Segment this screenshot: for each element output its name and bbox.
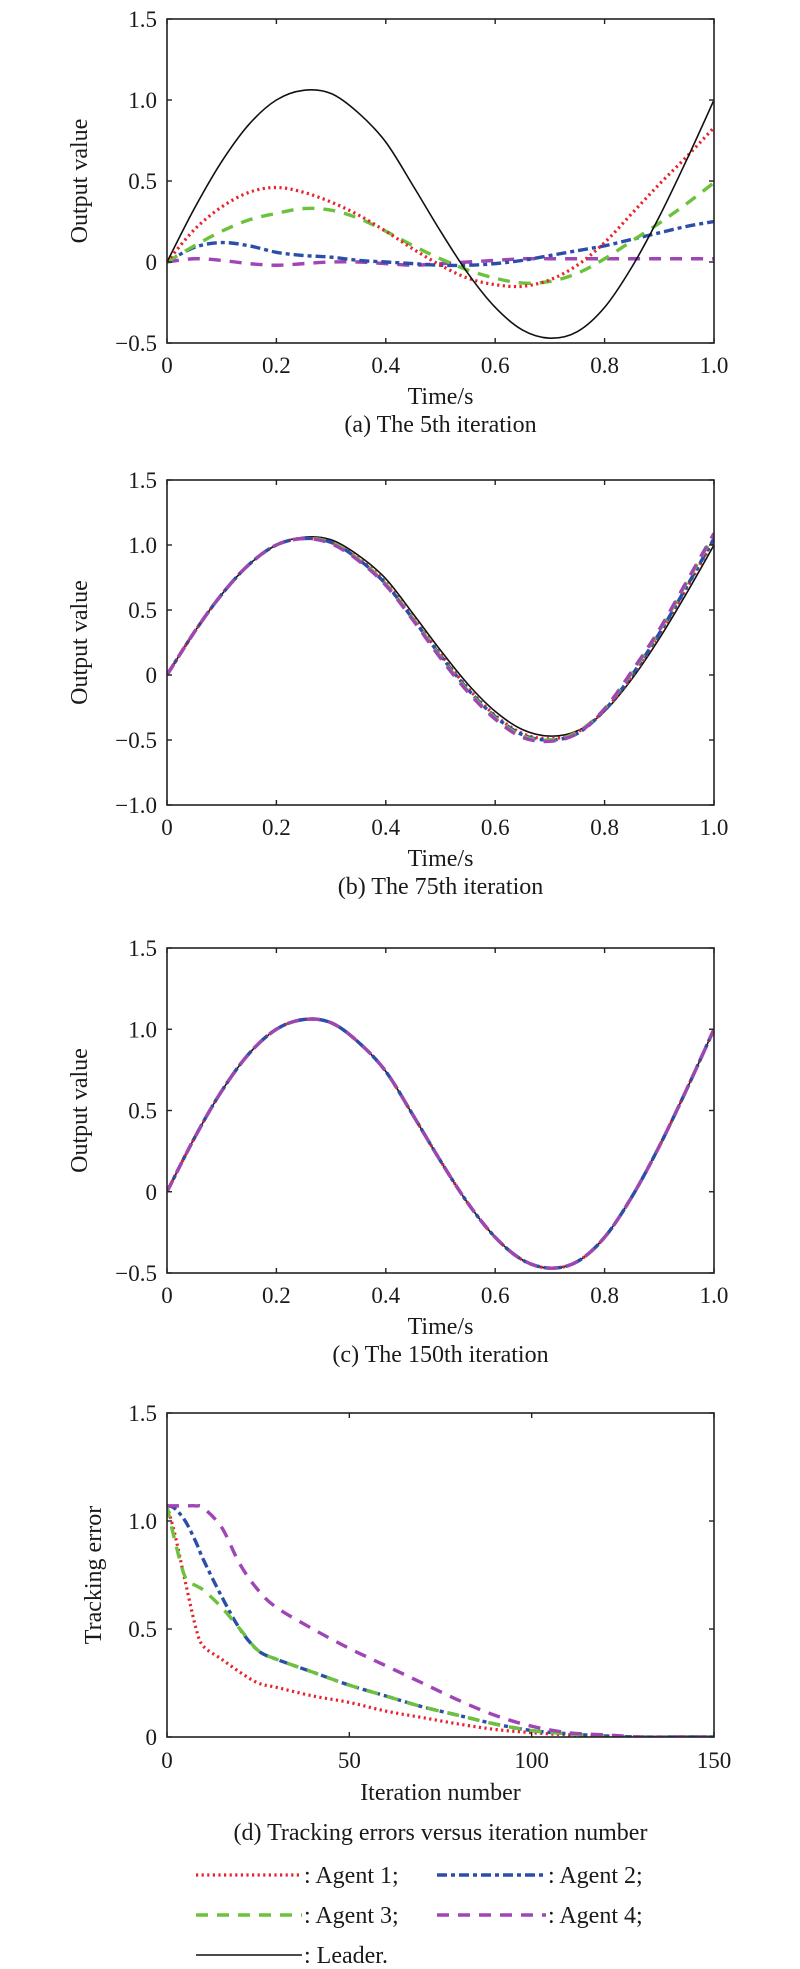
x-tick-label: 1.0 xyxy=(700,353,729,378)
series-group xyxy=(167,88,714,339)
y-tick-label: 0 xyxy=(146,1725,158,1750)
series-group xyxy=(167,1504,714,1737)
panel-caption: (a) The 5th iteration xyxy=(344,412,536,438)
chart-panel-c: 0 0.2 0.4 0.6 0.8 1.0−0.500.51.01.5Time/sOutp… xyxy=(67,936,728,1368)
x-axis-label: Time/s xyxy=(408,846,474,872)
y-axis-label: Output value xyxy=(67,119,93,244)
y-axis-label: Output value xyxy=(67,580,93,705)
y-tick-label: 1.5 xyxy=(128,936,157,961)
x-tick-label: 0.2 xyxy=(262,1283,291,1308)
x-tick-label: 0 xyxy=(161,815,173,840)
series-line-leader xyxy=(167,88,714,339)
y-tick-label: 1.0 xyxy=(128,1509,157,1534)
x-tick-label: 0 xyxy=(161,353,173,378)
legend-item-agent1: : Agent 1; xyxy=(196,1863,399,1889)
panel-caption: (c) The 150th iteration xyxy=(332,1342,548,1368)
x-tick-label: 0.6 xyxy=(481,1283,510,1308)
y-tick-label: 0 xyxy=(146,250,158,275)
axes-frame xyxy=(166,947,715,1274)
y-tick-label: 1.5 xyxy=(128,7,157,32)
y-tick-label: 0.5 xyxy=(128,1099,157,1124)
series-line-agent2 xyxy=(167,536,714,742)
series-line-agent2 xyxy=(167,1504,714,1737)
series-line-leader xyxy=(167,1018,714,1269)
legend-item-agent4: : Agent 4; xyxy=(437,1903,643,1929)
x-tick-label: 0 xyxy=(161,1283,173,1308)
x-tick-label: 0 xyxy=(161,1748,173,1773)
legend-label: : Agent 1; xyxy=(304,1863,399,1889)
legend: : Agent 1; : Agent 2; : Agent 3; : Agent 4;… xyxy=(196,1863,643,1969)
y-tick-label: −1.0 xyxy=(115,793,157,818)
legend-label: : Agent 4; xyxy=(548,1903,643,1929)
y-tick-label: 0 xyxy=(146,1180,158,1205)
x-tick-label: 0.4 xyxy=(371,1283,400,1308)
series-line-agent3 xyxy=(167,181,714,285)
legend-label: : Agent 2; xyxy=(548,1863,643,1889)
series-line-agent4 xyxy=(167,1504,714,1737)
x-tick-label: 0.6 xyxy=(481,353,510,378)
series-line-agent1 xyxy=(167,1017,714,1270)
y-tick-label: 1.0 xyxy=(128,88,157,113)
series-line-agent1 xyxy=(167,536,714,741)
series-group xyxy=(167,1017,714,1270)
axes-frame xyxy=(166,479,715,806)
x-tick-label: 0.4 xyxy=(371,815,400,840)
legend-label: : Agent 3; xyxy=(304,1903,399,1929)
y-tick-label: −0.5 xyxy=(115,1261,157,1286)
y-tick-label: −0.5 xyxy=(115,331,157,356)
x-tick-label: 0.4 xyxy=(371,353,400,378)
panel-caption: (d) Tracking errors versus iteration num… xyxy=(234,1820,648,1846)
series-line-agent3 xyxy=(167,1505,714,1737)
x-tick-label: 0.8 xyxy=(590,353,619,378)
legend-item-agent3: : Agent 3; xyxy=(196,1903,399,1929)
x-tick-label: 0.2 xyxy=(262,815,291,840)
series-line-agent1 xyxy=(167,1505,714,1737)
y-tick-label: 0.5 xyxy=(128,598,157,623)
y-tick-label: 1.5 xyxy=(128,468,157,493)
x-axis-label: Iteration number xyxy=(360,1780,521,1806)
x-tick-label: 50 xyxy=(338,1748,361,1773)
x-axis-label: Time/s xyxy=(408,384,474,410)
series-line-agent2 xyxy=(167,1017,714,1270)
panel-caption: (b) The 75th iteration xyxy=(338,874,544,900)
y-tick-label: 0.5 xyxy=(128,169,157,194)
axes-frame xyxy=(166,18,715,344)
y-tick-label: 1.5 xyxy=(128,1401,157,1426)
x-tick-label: 1.0 xyxy=(700,815,729,840)
series-line-agent4 xyxy=(167,1017,714,1270)
y-tick-label: −0.5 xyxy=(115,728,157,753)
legend-item-leader: : Leader. xyxy=(196,1943,388,1969)
series-line-agent1 xyxy=(167,126,714,289)
x-axis-label: Time/s xyxy=(408,1314,474,1340)
chart-panel-d: 0 50 100 150 0 0.5 1.0 1.5 Iteration number Track… xyxy=(81,1401,731,1846)
x-tick-label: 0.8 xyxy=(590,815,619,840)
y-axis-label: Output value xyxy=(67,1048,93,1173)
x-tick-label: 150 xyxy=(697,1748,732,1773)
y-axis-label: Tracking error xyxy=(81,1506,107,1644)
axes-frame xyxy=(166,1412,715,1738)
chart-panel-b: 0 0.2 0.4 0.6 0.8 1.0 −1.0 −0.5 0 0.5 1.0 1.5 Time/s… xyxy=(67,468,728,900)
legend-item-agent2: : Agent 2; xyxy=(437,1863,643,1889)
x-tick-label: 0.2 xyxy=(262,353,291,378)
y-tick-label: 1.0 xyxy=(128,533,157,558)
x-tick-label: 0.6 xyxy=(481,815,510,840)
series-line-agent4 xyxy=(167,532,714,744)
x-tick-label: 0.8 xyxy=(590,1283,619,1308)
y-tick-label: 1.0 xyxy=(128,1017,157,1042)
x-tick-label: 1.0 xyxy=(700,1283,729,1308)
legend-label: : Leader. xyxy=(304,1943,388,1969)
y-tick-label: 0 xyxy=(146,663,158,688)
series-line-agent3 xyxy=(167,1017,714,1270)
series-group xyxy=(167,532,714,744)
chart-panel-a: 0 0.2 0.4 0.6 0.8 1.0−0.500.51.01.5Time/sOutp… xyxy=(67,7,728,438)
y-tick-label: 0.5 xyxy=(128,1617,157,1642)
x-tick-label: 100 xyxy=(514,1748,549,1773)
